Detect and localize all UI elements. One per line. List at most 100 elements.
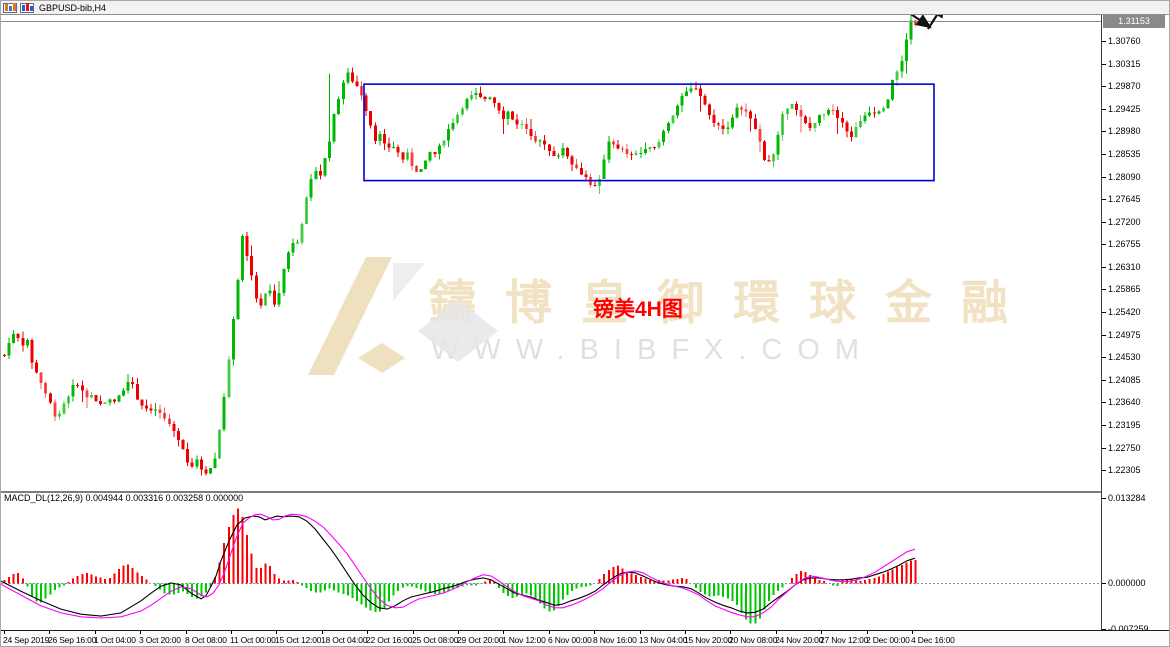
axis-tick-mark (1102, 177, 1106, 178)
price-chart-svg[interactable] (1, 1, 1102, 647)
date-tick-mark (95, 631, 96, 634)
price-tick-label: 1.24530 (1108, 352, 1141, 362)
axis-tick-mark (1102, 131, 1106, 132)
date-label: 27 Nov 12:00 (820, 635, 869, 645)
date-tick-mark (186, 631, 187, 634)
price-tick-label: 1.30315 (1108, 59, 1141, 69)
macd-max-label: 0.013284 (1108, 493, 1146, 503)
date-tick-mark (730, 631, 731, 634)
date-label: 3 Oct 20:00 (139, 635, 181, 645)
chart-canvas[interactable]: 鑄博皇御環球金融 WWW.BIBFX.COM 镑美4H图 MACD_DL(12,… (1, 1, 1102, 647)
date-tick-mark (413, 631, 414, 634)
date-tick-mark (4, 631, 5, 634)
axis-tick-mark (1102, 222, 1106, 223)
date-tick-mark (503, 631, 504, 634)
price-tick-label: 1.27200 (1108, 217, 1141, 227)
watermark-logo (308, 257, 498, 375)
date-tick-mark (867, 631, 868, 634)
date-tick-mark (640, 631, 641, 634)
candles-layer (3, 15, 917, 476)
date-tick-mark (231, 631, 232, 634)
axis-tick-mark (1102, 86, 1106, 87)
axis-tick-mark (1102, 41, 1106, 42)
date-label: 11 Oct 00:00 (230, 635, 276, 645)
date-label: 29 Oct 20:00 (457, 635, 504, 645)
date-label: 2 Dec 00:00 (866, 635, 910, 645)
price-tick-label: 1.28535 (1108, 149, 1141, 159)
axis-tick-mark (1102, 583, 1106, 584)
axis-tick-mark (1102, 289, 1106, 290)
macd-indicator-label: MACD_DL(12,26,9) 0.004944 0.003316 0.003… (4, 493, 244, 503)
price-tick-label: 1.29425 (1108, 104, 1141, 114)
date-tick-mark (458, 631, 459, 634)
price-tick-label: 1.29870 (1108, 81, 1141, 91)
watermark-brand-text: 鑄博皇御環球金融 (429, 276, 1037, 329)
panel-separator[interactable] (1, 491, 1169, 493)
axis-tick-mark (1102, 425, 1106, 426)
consolidation-rectangle[interactable] (363, 83, 935, 182)
axis-tick-mark (1102, 470, 1106, 471)
date-label: 8 Oct 08:00 (185, 635, 227, 645)
price-axis[interactable]: 1.30760 1.30315 1.29870 1.29425 1.28980 1.285… (1102, 1, 1169, 634)
macd-min-label: -0.007259 (1108, 624, 1149, 634)
chart-symbol-title: GBPUSD-bib,H4 (39, 2, 107, 13)
date-tick-mark (821, 631, 822, 634)
price-tick-label: 1.23195 (1108, 420, 1141, 430)
price-tick-label: 1.28090 (1108, 172, 1141, 182)
price-tick-label: 1.22305 (1108, 465, 1141, 475)
date-tick-mark (276, 631, 277, 634)
watermark-url-text: WWW.BIBFX.COM (431, 334, 875, 366)
axis-tick-mark (1102, 380, 1106, 381)
axis-tick-mark (1102, 448, 1106, 449)
price-tick-label: 1.26755 (1108, 239, 1141, 249)
price-tick-label: 1.27645 (1108, 194, 1141, 204)
axis-tick-mark (1102, 498, 1106, 499)
chart-text-annotation[interactable]: 镑美4H图 (593, 298, 683, 321)
macd-main-line (1, 515, 916, 617)
price-tick-label: 1.23640 (1108, 397, 1141, 407)
axis-tick-mark (1102, 357, 1106, 358)
axis-tick-mark (1102, 402, 1106, 403)
axis-tick-mark (1102, 64, 1106, 65)
date-label: 6 Nov 00:00 (548, 635, 592, 645)
time-axis[interactable]: 24 Sep 2019 26 Sep 16:00 1 Oct 04:00 3 Oct … (1, 630, 1169, 646)
window-chart-icon (3, 2, 17, 13)
price-tick-label: 1.30760 (1108, 36, 1141, 46)
macd-lines (1, 513, 916, 619)
date-tick-mark (549, 631, 550, 634)
price-tick-label: 1.28980 (1108, 126, 1141, 136)
date-label: 24 Nov 20:00 (775, 635, 824, 645)
axis-tick-mark (1102, 629, 1106, 630)
macd-signal-line (1, 513, 916, 619)
axis-tick-mark (1102, 109, 1106, 110)
axis-tick-mark (1102, 335, 1106, 336)
date-tick-mark (912, 631, 913, 634)
date-tick-mark (594, 631, 595, 634)
axis-tick-mark (1102, 154, 1106, 155)
date-tick-mark (776, 631, 777, 634)
date-label: 4 Dec 16:00 (911, 635, 955, 645)
price-tick-label: 1.25420 (1108, 307, 1141, 317)
macd-histogram (3, 508, 917, 624)
axis-tick-mark (1102, 312, 1106, 313)
date-tick-mark (685, 631, 686, 634)
date-tick-mark (140, 631, 141, 634)
price-tick-label: 1.24975 (1108, 330, 1141, 340)
date-label: 22 Oct 16:00 (366, 635, 413, 645)
axis-tick-mark (1102, 244, 1106, 245)
date-label: 20 Nov 08:00 (729, 635, 778, 645)
date-label: 15 Oct 12:00 (275, 635, 322, 645)
axis-tick-mark (1102, 267, 1106, 268)
date-label: 1 Oct 04:00 (94, 635, 136, 645)
price-tick-label: 1.26310 (1108, 262, 1141, 272)
bars-chart-icon (20, 2, 34, 13)
date-label: 26 Sep 16:00 (48, 635, 97, 645)
macd-zero-label: 0.000000 (1108, 578, 1146, 588)
date-label: 25 Oct 08:00 (412, 635, 459, 645)
date-label: 18 Oct 04:00 (321, 635, 368, 645)
axis-tick-mark (1102, 199, 1106, 200)
date-tick-mark (367, 631, 368, 634)
date-label: 24 Sep 2019 (3, 635, 50, 645)
price-tick-label: 1.25865 (1108, 284, 1141, 294)
